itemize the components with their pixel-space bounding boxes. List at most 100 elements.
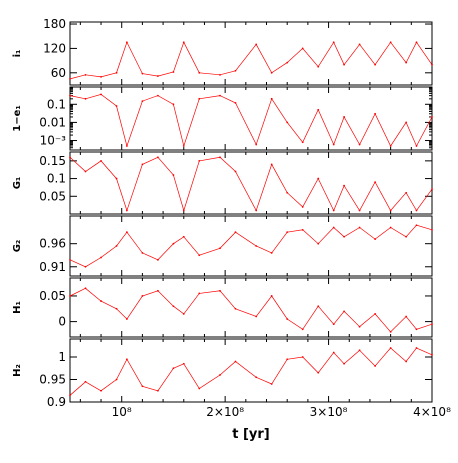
data-point-panel-1 — [374, 63, 377, 66]
data-point-panel-5 — [301, 328, 304, 331]
panel-frame-6 — [69, 338, 433, 403]
data-point-panel-2 — [141, 100, 144, 102]
data-point-panel-5 — [84, 287, 87, 290]
data-point-panel-4 — [286, 231, 289, 234]
data-point-panel-3 — [415, 209, 418, 212]
data-point-panel-4 — [141, 252, 144, 254]
ylabel-panel-4: G₂ — [12, 240, 23, 253]
data-point-panel-5 — [69, 295, 71, 297]
data-point-panel-3 — [431, 188, 433, 191]
data-point-panel-1 — [270, 71, 273, 74]
data-point-panel-3 — [198, 159, 201, 162]
data-point-panel-3 — [234, 170, 237, 173]
ytick-label-4-0: 0.91 — [39, 260, 66, 274]
data-point-panel-5 — [389, 330, 392, 333]
data-point-panel-2 — [69, 94, 71, 97]
data-point-panel-2 — [405, 121, 408, 124]
data-point-panel-4 — [358, 226, 361, 229]
data-point-panel-6 — [389, 347, 392, 349]
data-point-panel-2 — [286, 121, 289, 124]
data-point-panel-5 — [374, 313, 377, 315]
data-point-panel-6 — [172, 367, 175, 370]
data-point-panel-4 — [374, 238, 377, 240]
data-point-panel-1 — [431, 63, 433, 66]
data-point-panel-3 — [115, 177, 118, 180]
ytick-label-5-0: 0 — [58, 315, 66, 329]
data-point-panel-3 — [374, 181, 377, 184]
data-point-panel-5 — [219, 289, 221, 292]
series-line-panel-6 — [69, 347, 433, 396]
data-point-panel-4 — [270, 252, 273, 254]
data-point-panel-3 — [332, 209, 335, 212]
data-point-panel-1 — [343, 63, 345, 66]
data-point-panel-3 — [100, 159, 102, 162]
data-point-panel-5 — [405, 315, 408, 318]
data-point-panel-1 — [405, 61, 408, 64]
panel-frame-4 — [69, 215, 433, 277]
data-point-panel-6 — [286, 358, 289, 361]
data-point-panel-6 — [332, 351, 335, 354]
data-point-panel-3 — [219, 156, 221, 159]
data-point-panel-3 — [301, 206, 304, 208]
ytick-label-1-0: 60 — [51, 66, 66, 80]
data-point-panel-5 — [255, 315, 258, 318]
data-point-panel-4 — [317, 242, 320, 245]
data-point-panel-6 — [69, 394, 71, 397]
data-point-panel-3 — [141, 163, 144, 166]
data-point-panel-5 — [100, 300, 102, 302]
data-point-panel-1 — [115, 71, 118, 74]
data-point-panel-5 — [343, 310, 345, 313]
xtick-label-0: 10⁸ — [112, 405, 132, 419]
data-point-panel-4 — [343, 235, 345, 238]
data-point-panel-4 — [389, 226, 392, 229]
ylabel-panel-6: H₂ — [12, 364, 23, 377]
data-point-panel-2 — [332, 143, 335, 146]
data-point-panel-3 — [405, 191, 408, 194]
data-point-panel-2 — [358, 143, 361, 146]
ylabel-panel-5: H₁ — [12, 301, 23, 314]
data-point-panel-6 — [317, 371, 320, 374]
ytick-label-1-2: 180 — [43, 17, 66, 31]
ytick-label-5-1: 0.05 — [39, 289, 66, 303]
data-point-panel-2 — [125, 145, 128, 147]
data-point-panel-3 — [270, 163, 273, 166]
panel-frame-2 — [69, 86, 433, 151]
data-point-panel-5 — [358, 325, 361, 328]
data-point-panel-2 — [115, 105, 118, 107]
data-point-panel-4 — [219, 247, 221, 250]
data-point-panel-2 — [343, 116, 345, 118]
ytick-label-2-2: 0.1 — [47, 97, 66, 111]
ylabel-panel-1: i₁ — [12, 50, 23, 58]
ytick-label-4-1: 0.96 — [39, 237, 66, 251]
data-point-panel-5 — [270, 295, 273, 297]
series-line-panel-1 — [69, 41, 433, 80]
data-point-panel-1 — [286, 61, 289, 64]
data-point-panel-3 — [343, 184, 345, 187]
series-line-panel-3 — [69, 156, 433, 212]
data-point-panel-2 — [234, 101, 237, 104]
data-point-panel-5 — [286, 318, 289, 320]
data-point-panel-4 — [125, 231, 128, 234]
data-point-panel-1 — [415, 41, 418, 44]
data-point-panel-6 — [415, 347, 418, 349]
data-point-panel-5 — [431, 323, 433, 326]
ytick-label-1-1: 120 — [43, 41, 66, 55]
data-point-panel-5 — [234, 307, 237, 310]
data-point-panel-4 — [431, 228, 433, 231]
data-point-panel-1 — [141, 72, 144, 75]
data-point-panel-1 — [301, 47, 304, 50]
data-point-panel-2 — [100, 93, 102, 96]
data-point-panel-2 — [182, 145, 185, 147]
ytick-label-6-2: 1 — [58, 350, 66, 364]
panel-frame-3 — [69, 151, 433, 215]
data-point-panel-4 — [198, 254, 201, 257]
ylabel-panel-3: G₁ — [12, 177, 23, 190]
data-point-panel-2 — [431, 116, 433, 118]
data-point-panel-1 — [358, 43, 361, 46]
series-line-panel-4 — [69, 224, 433, 268]
data-point-panel-6 — [405, 360, 408, 363]
data-point-panel-4 — [172, 242, 175, 245]
data-point-panel-3 — [84, 170, 87, 173]
